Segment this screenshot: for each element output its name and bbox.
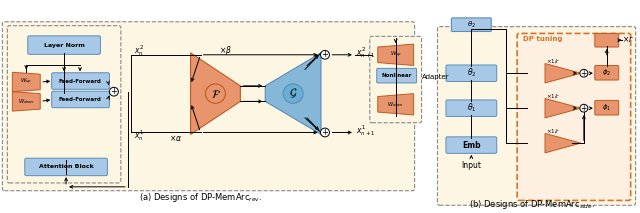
Text: Emb: Emb — [462, 141, 481, 150]
Polygon shape — [12, 72, 40, 92]
Circle shape — [109, 87, 118, 96]
FancyBboxPatch shape — [595, 100, 619, 115]
Text: $\times 1/r$: $\times 1/r$ — [546, 57, 560, 65]
Polygon shape — [545, 133, 581, 153]
FancyBboxPatch shape — [595, 65, 619, 80]
Text: Adapter: Adapter — [422, 74, 449, 80]
FancyBboxPatch shape — [438, 27, 636, 205]
Text: Nonlinear: Nonlinear — [381, 73, 412, 78]
Text: +: + — [321, 128, 328, 137]
FancyBboxPatch shape — [517, 33, 630, 200]
FancyBboxPatch shape — [28, 36, 100, 54]
Text: $W_{down}$: $W_{down}$ — [18, 97, 35, 106]
Text: (b) Designs of DP-MemArc$_{\mathit{side}}$.: (b) Designs of DP-MemArc$_{\mathit{side}… — [469, 198, 595, 211]
FancyBboxPatch shape — [595, 33, 619, 47]
Text: (a) Designs of DP-MemArc$_{\mathit{rev}}$.: (a) Designs of DP-MemArc$_{\mathit{rev}}… — [139, 191, 262, 204]
FancyBboxPatch shape — [52, 73, 109, 89]
Text: $x_{n+1}^2$: $x_{n+1}^2$ — [356, 45, 376, 60]
Polygon shape — [545, 98, 581, 118]
Text: $\phi_2$: $\phi_2$ — [602, 68, 611, 78]
Text: $\mathcal{F}$: $\mathcal{F}$ — [211, 88, 220, 100]
Circle shape — [205, 84, 225, 103]
Polygon shape — [378, 94, 413, 115]
Circle shape — [321, 50, 330, 59]
Text: $\times 1/r$: $\times 1/r$ — [546, 127, 560, 135]
Text: DP tuning: DP tuning — [523, 36, 563, 42]
Text: +: + — [580, 104, 587, 113]
Polygon shape — [545, 63, 581, 83]
Text: +: + — [580, 69, 587, 78]
Text: $\theta_2$: $\theta_2$ — [467, 20, 476, 30]
Text: $W_{up}$: $W_{up}$ — [390, 50, 402, 60]
Text: Input: Input — [461, 161, 481, 170]
Text: $x_n^1$: $x_n^1$ — [134, 128, 144, 143]
Text: $x_{n+1}^1$: $x_{n+1}^1$ — [356, 123, 376, 138]
Text: $\times 1/r$: $\times 1/r$ — [546, 92, 560, 99]
Text: Feed-Forward: Feed-Forward — [59, 79, 102, 83]
FancyBboxPatch shape — [8, 26, 121, 183]
FancyBboxPatch shape — [25, 158, 108, 176]
Text: +: + — [111, 87, 117, 96]
Text: $\times\alpha$: $\times\alpha$ — [169, 133, 182, 143]
FancyBboxPatch shape — [446, 100, 497, 117]
Polygon shape — [378, 44, 413, 65]
Text: $\phi_1$: $\phi_1$ — [602, 103, 611, 113]
FancyBboxPatch shape — [52, 91, 109, 108]
Circle shape — [580, 69, 588, 77]
Text: +: + — [321, 50, 328, 59]
FancyBboxPatch shape — [370, 36, 422, 123]
Polygon shape — [191, 53, 241, 134]
Polygon shape — [12, 92, 40, 111]
FancyBboxPatch shape — [3, 22, 415, 191]
Text: $x_n^2$: $x_n^2$ — [134, 43, 144, 58]
Text: $\times r$: $\times r$ — [621, 34, 634, 44]
Circle shape — [321, 128, 330, 137]
FancyBboxPatch shape — [446, 65, 497, 82]
Text: Attention Block: Attention Block — [39, 164, 93, 169]
Text: $\times\beta$: $\times\beta$ — [219, 44, 232, 58]
FancyBboxPatch shape — [446, 137, 497, 153]
Text: Feed-Forward: Feed-Forward — [59, 97, 102, 102]
Text: $W_{down}$: $W_{down}$ — [387, 100, 404, 109]
Polygon shape — [265, 53, 321, 134]
Text: $W_{up}$: $W_{up}$ — [20, 77, 33, 87]
Circle shape — [283, 84, 303, 103]
Text: $\theta_2$: $\theta_2$ — [467, 67, 476, 79]
Circle shape — [580, 104, 588, 112]
FancyBboxPatch shape — [451, 18, 492, 32]
Text: $\theta_1$: $\theta_1$ — [467, 102, 476, 114]
FancyBboxPatch shape — [377, 68, 417, 83]
Text: $\mathcal{G}$: $\mathcal{G}$ — [289, 87, 298, 100]
Text: Layer Norm: Layer Norm — [44, 43, 84, 47]
